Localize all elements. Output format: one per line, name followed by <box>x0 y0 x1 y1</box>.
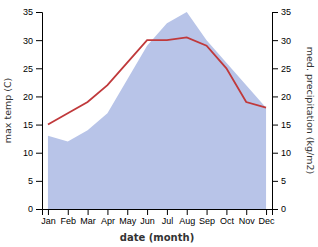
y2-axis-title: med. precipitation (kg/m2) <box>305 47 316 174</box>
tick-label: 20 <box>23 92 33 102</box>
tick-label: 10 <box>281 148 291 158</box>
line <box>48 37 266 124</box>
tick-mark <box>272 68 278 69</box>
tick-label: 0 <box>28 204 33 214</box>
tick: Mar <box>80 209 96 226</box>
tick-label: May <box>119 216 137 226</box>
tick-mark <box>36 181 42 182</box>
tick-label: 10 <box>23 148 33 158</box>
tick-mark <box>36 153 42 154</box>
chart: Jan FebMar Apr MayJun Jul Aug Sep Oct NovDec 0 5 10… <box>0 0 318 247</box>
tick-label: 5 <box>281 176 286 186</box>
tick: 5 <box>272 176 286 186</box>
x-axis-title: date (month) <box>120 232 194 243</box>
tick-mark <box>207 209 208 215</box>
tick-mark <box>48 209 49 215</box>
tick-label: Feb <box>61 216 77 226</box>
tick-mark <box>266 209 267 215</box>
tick-mark <box>36 12 42 13</box>
plot-area <box>48 12 266 209</box>
axis-line <box>273 13 279 210</box>
tick-label: 0 <box>281 204 286 214</box>
tick-label: Sep <box>199 216 215 226</box>
tick-label: 30 <box>281 36 291 46</box>
tick-mark <box>36 68 42 69</box>
axis-line <box>43 210 273 216</box>
tick-label: 15 <box>23 120 33 130</box>
tick: Feb <box>61 209 77 226</box>
tick: May <box>119 209 137 226</box>
tick-label: Mar <box>80 216 96 226</box>
x-axis: Jan FebMar Apr MayJun Jul Aug Sep Oct NovDec <box>41 209 275 226</box>
tick-mark <box>272 153 278 154</box>
tick-mark <box>36 40 42 41</box>
tick-mark <box>68 209 69 215</box>
tick: 30 <box>23 36 42 46</box>
tick-label: Aug <box>179 216 195 226</box>
tick-label: 20 <box>281 92 291 102</box>
tick: 0 <box>28 204 42 214</box>
y2-axis: 0 5 10 15 20 25 30 35 <box>272 7 291 214</box>
tick: Dec <box>259 209 276 226</box>
tick: Sep <box>199 209 215 226</box>
tick: 10 <box>23 148 42 158</box>
tick-label: Apr <box>101 216 115 226</box>
tick-mark <box>272 181 278 182</box>
tick-label: Jun <box>140 216 155 226</box>
tick: 20 <box>272 92 291 102</box>
tick: Jul <box>162 209 174 226</box>
tick-label: 25 <box>281 64 291 74</box>
tick: Jan <box>41 209 56 226</box>
tick-label: Oct <box>220 216 235 226</box>
tick: 15 <box>272 120 291 130</box>
tick-mark <box>167 209 168 215</box>
tick: 5 <box>28 176 42 186</box>
y-axis: 0 5 10 15 20 25 30 35 <box>23 7 43 214</box>
tick: 0 <box>272 204 286 214</box>
tick: 30 <box>272 36 291 46</box>
tick-mark <box>272 40 278 41</box>
area <box>48 12 266 209</box>
tick-label: Dec <box>259 216 276 226</box>
tick: 35 <box>23 7 42 17</box>
tick: Aug <box>179 209 195 226</box>
tick: 20 <box>23 92 42 102</box>
tick-mark <box>272 209 278 210</box>
tick-label: Jan <box>41 216 56 226</box>
tick: Nov <box>239 209 256 226</box>
tick: 10 <box>272 148 291 158</box>
tick-label: 15 <box>281 120 291 130</box>
tick-mark <box>187 209 188 215</box>
tick: Apr <box>101 209 115 226</box>
axis-line <box>36 13 43 210</box>
tick-label: 35 <box>281 7 291 17</box>
tick-mark <box>36 125 42 126</box>
tick: 35 <box>272 7 291 17</box>
tick: 15 <box>23 120 42 130</box>
tick-mark <box>127 209 128 215</box>
tick-mark <box>272 125 278 126</box>
tick-mark <box>36 96 42 97</box>
tick-mark <box>88 209 89 215</box>
tick-mark <box>246 209 247 215</box>
tick-mark <box>272 12 278 13</box>
tick-label: 30 <box>23 36 33 46</box>
tick-mark <box>272 96 278 97</box>
tick-mark <box>107 209 108 215</box>
tick-mark <box>147 209 148 215</box>
tick-label: 35 <box>23 7 33 17</box>
tick-mark <box>226 209 227 215</box>
tick: 25 <box>272 64 291 74</box>
tick-label: 25 <box>23 64 33 74</box>
tick-label: Nov <box>239 216 256 226</box>
tick-label: Jul <box>162 216 174 226</box>
tick: 25 <box>23 64 42 74</box>
tick: Jun <box>140 209 155 226</box>
y-axis-title: max temp (C) <box>2 78 13 144</box>
tick: Oct <box>220 209 235 226</box>
tick-label: 5 <box>28 176 33 186</box>
tick-mark <box>36 209 42 210</box>
